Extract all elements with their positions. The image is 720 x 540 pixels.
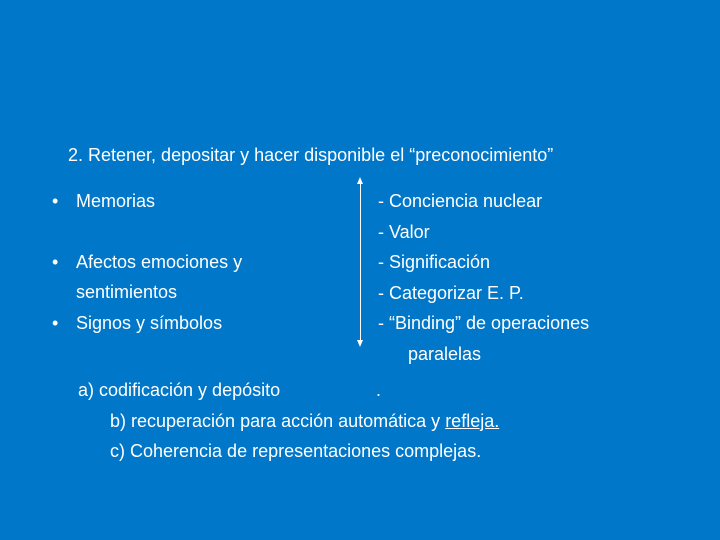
right-list: - Conciencia nuclear - Valor - Significa… (378, 186, 589, 370)
left-bullet-list: • Memorias • Afectos emociones y sentimi… (48, 186, 338, 338)
list-item: • Signos y símbolos (48, 308, 338, 339)
list-item: paralelas (378, 339, 589, 370)
list-item: - Significación (378, 247, 589, 278)
period: . (376, 375, 381, 406)
list-item-label: Memorias (76, 186, 338, 217)
section-heading: 2. Retener, depositar y hacer disponible… (68, 145, 553, 166)
vertical-arrow-icon (360, 183, 361, 341)
list-item: - Categorizar E. P. (378, 278, 589, 309)
list-item-label: a) codificación y depósito (78, 380, 280, 400)
underlined-text: refleja. (445, 411, 499, 431)
list-item: • Afectos emociones y sentimientos (48, 247, 338, 308)
list-item: c) Coherencia de representaciones comple… (78, 436, 499, 467)
list-item: • Memorias (48, 186, 338, 217)
bullet-icon: • (48, 308, 76, 339)
bottom-sublist: a) codificación y depósito . b) recupera… (78, 375, 499, 467)
bullet-icon: • (48, 247, 76, 308)
list-item: - “Binding” de operaciones (378, 308, 589, 339)
slide: 2. Retener, depositar y hacer disponible… (0, 0, 720, 540)
list-item: b) recuperación para acción automática y… (78, 406, 499, 437)
list-item-label: Afectos emociones y sentimientos (76, 247, 338, 308)
list-item: - Conciencia nuclear (378, 186, 589, 217)
list-item: a) codificación y depósito . (78, 375, 499, 406)
list-item-label: Signos y símbolos (76, 308, 338, 339)
spacer (48, 217, 338, 247)
list-item: - Valor (378, 217, 589, 248)
bullet-icon: • (48, 186, 76, 217)
list-item-label-prefix: b) recuperación para acción automática y (110, 411, 445, 431)
